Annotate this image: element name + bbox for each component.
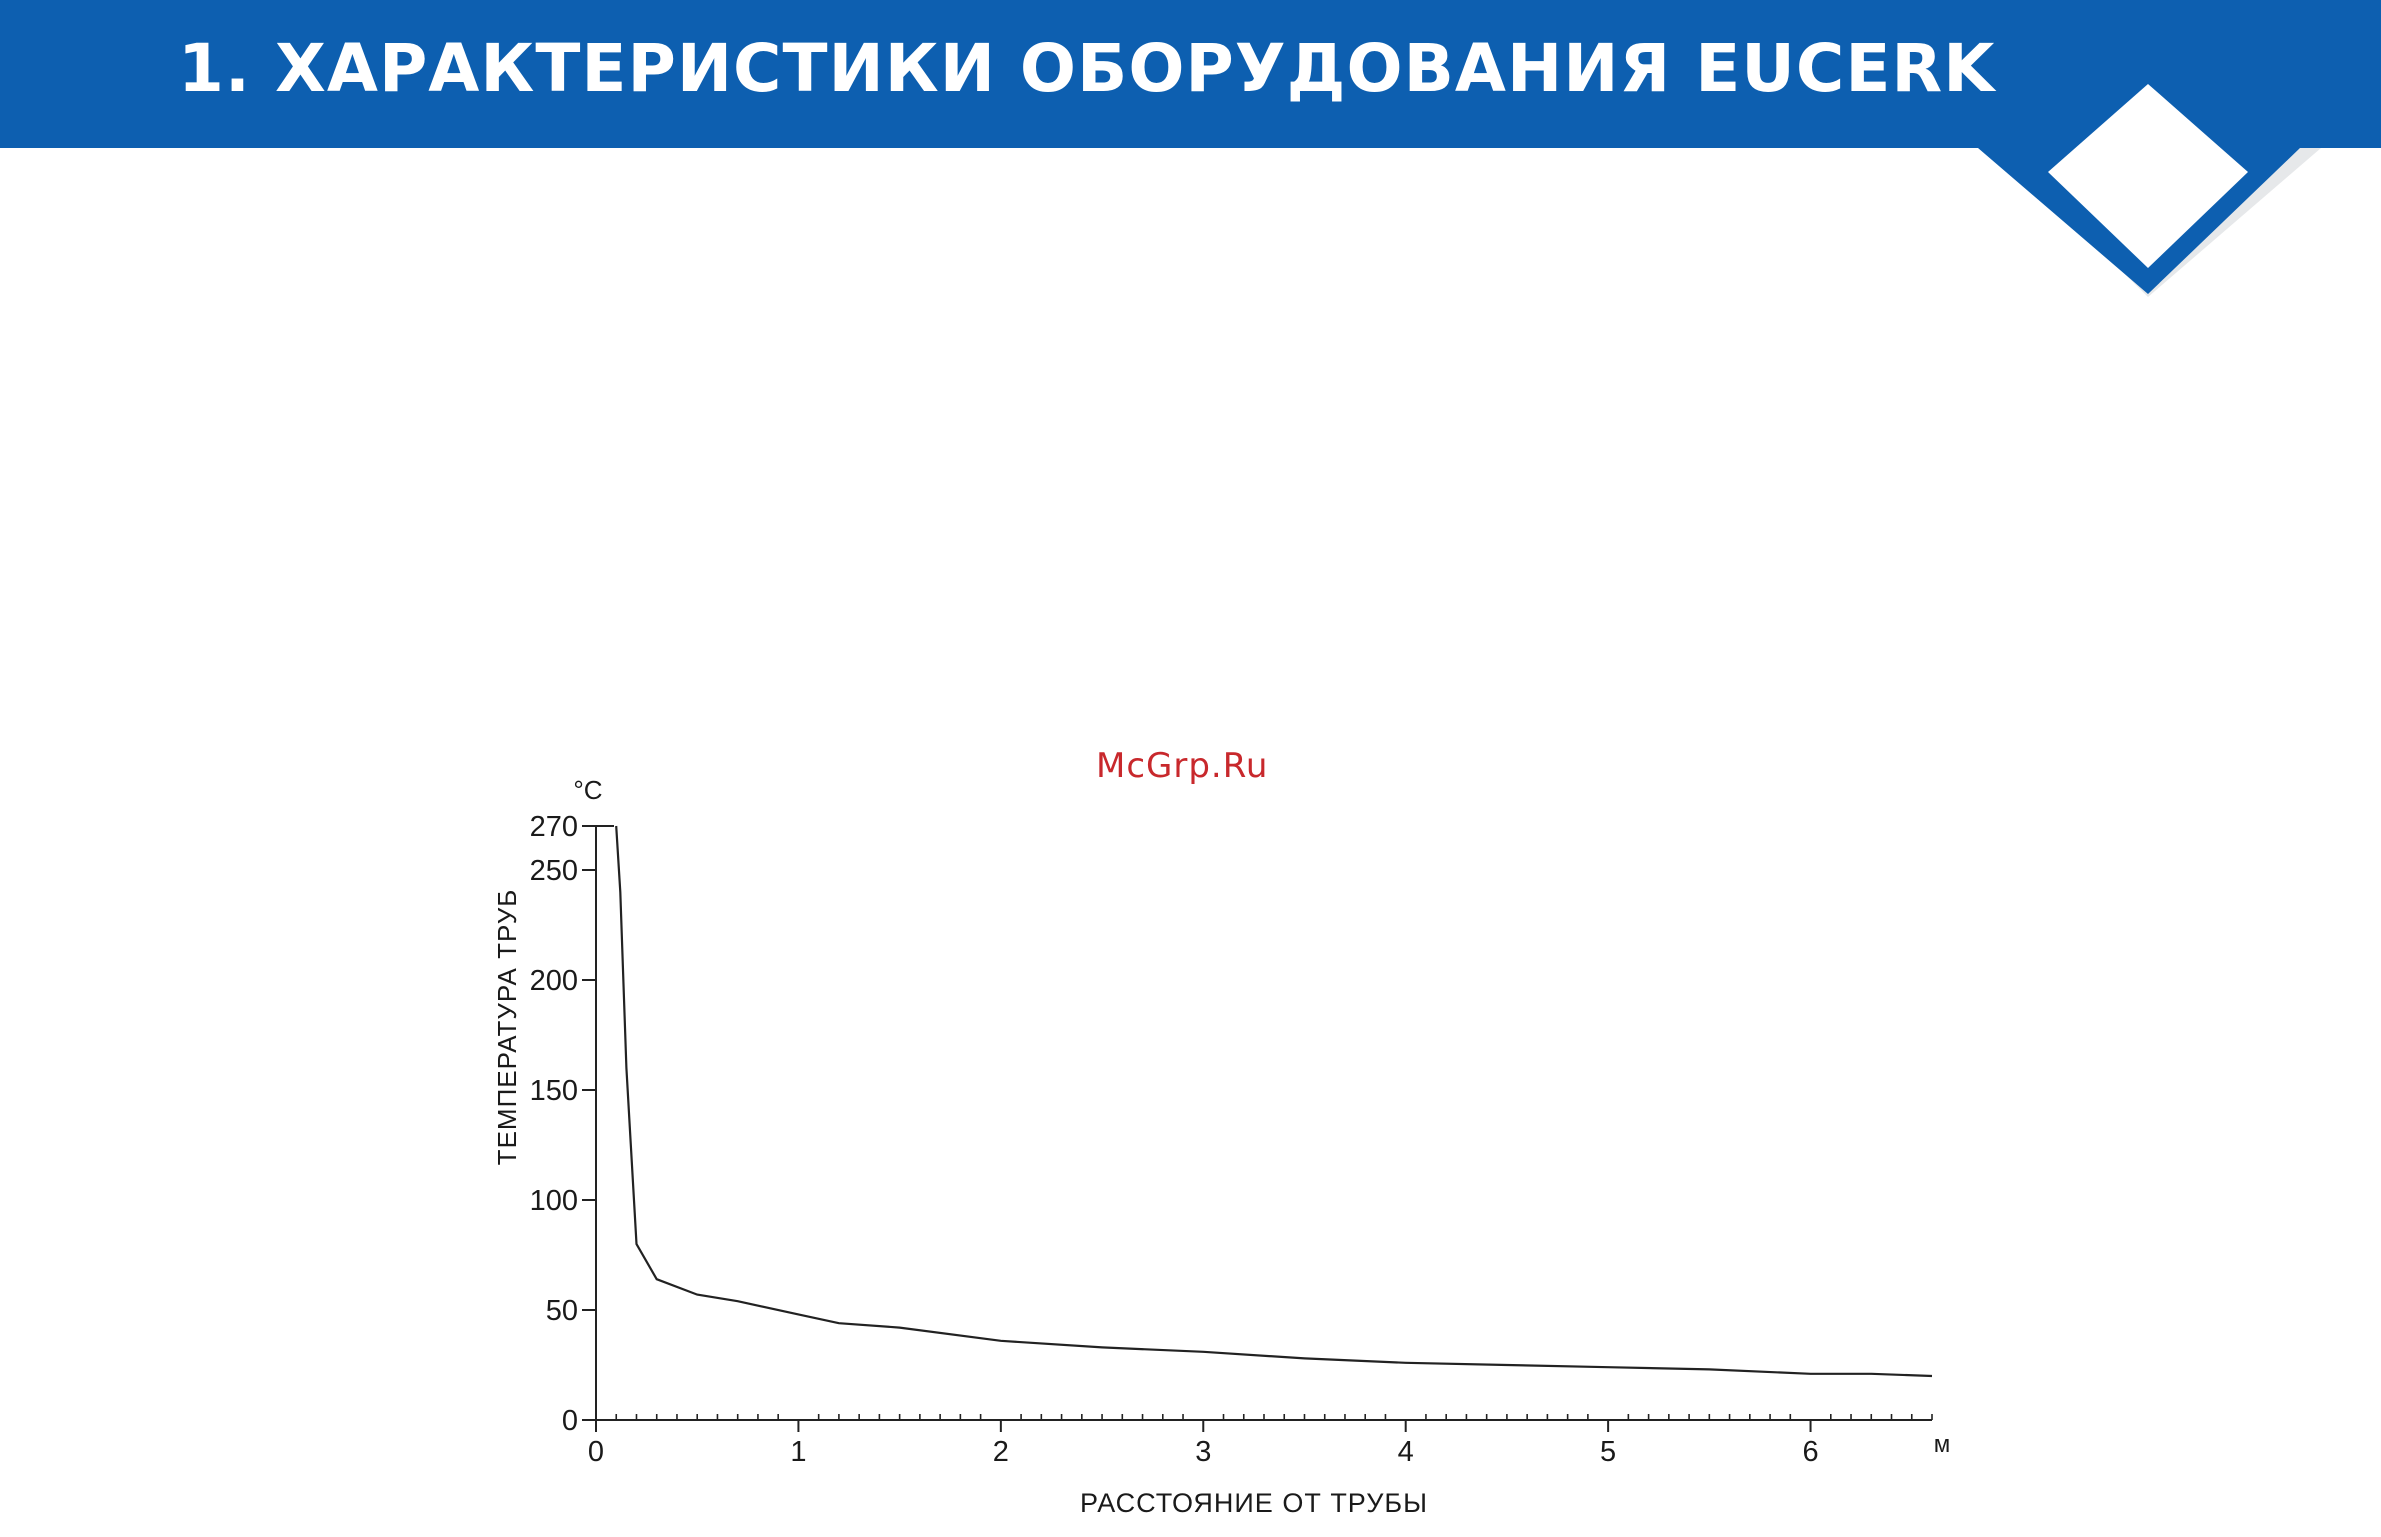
x-axis-label: РАССТОЯНИЕ ОТ ТРУБЫ: [1080, 1488, 1428, 1518]
y-tick-label-200: 200: [530, 965, 578, 997]
x-tick-label-2: 2: [993, 1436, 1009, 1468]
y-tick-label-100: 100: [530, 1185, 578, 1217]
y-tick-label-50: 50: [546, 1295, 578, 1327]
header-bar: [0, 0, 2381, 148]
y-tick-label-270: 270: [530, 811, 578, 843]
y-axis-label: ТЕМПЕРАТУРА ТРУБ: [492, 889, 522, 1166]
watermark: McGrp.Ru: [1096, 746, 1269, 786]
y-tick-label-250: 250: [530, 855, 578, 887]
x-minor-ticks: [615, 1414, 1933, 1420]
x-ticks: 0 1 2 3 4 5 6: [588, 1420, 1819, 1468]
y-tick-label-0: 0: [562, 1405, 578, 1437]
y-unit-label: °C: [573, 775, 602, 805]
x-unit-label: м: [1934, 1431, 1951, 1458]
y-tick-label-150: 150: [530, 1075, 578, 1107]
y-ticks: 0 50 100 150 200 250 270: [530, 811, 614, 1437]
x-tick-label-6: 6: [1802, 1436, 1818, 1468]
x-tick-label-0: 0: [588, 1436, 604, 1468]
x-tick-label-5: 5: [1600, 1436, 1616, 1468]
x-tick-label-4: 4: [1398, 1436, 1414, 1468]
x-tick-label-1: 1: [790, 1436, 806, 1468]
x-tick-label-3: 3: [1195, 1436, 1211, 1468]
series-line: [615, 825, 1933, 1378]
header-diamond-white: [2048, 84, 2248, 268]
diamond-logo: [1978, 84, 2321, 297]
page-title: 1. ХАРАКТЕРИСТИКИ ОБОРУДОВАНИЯ EUCERK: [178, 30, 1996, 107]
